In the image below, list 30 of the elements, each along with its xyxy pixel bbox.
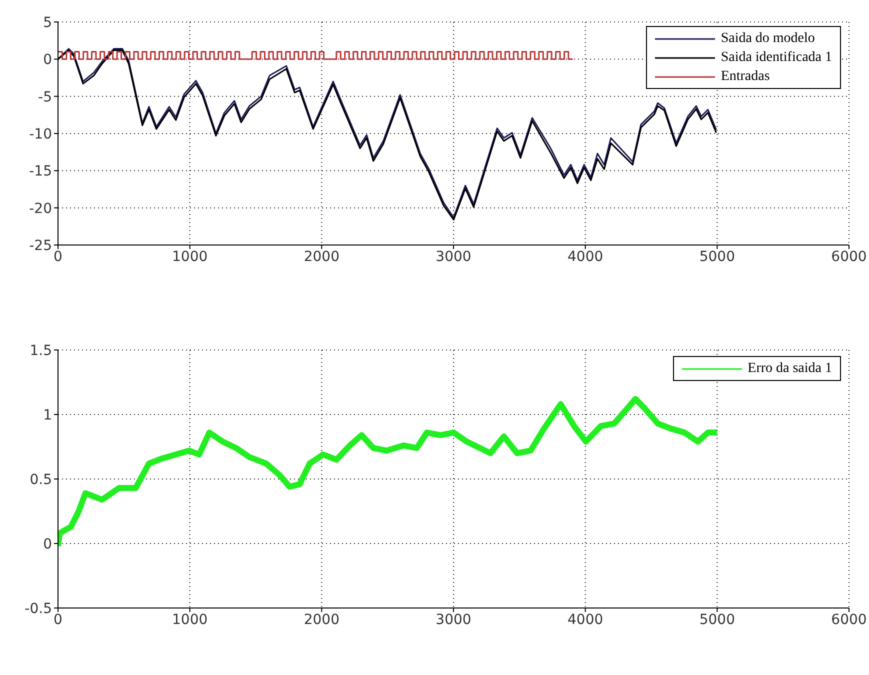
y-tick-label: 1.5 <box>30 342 52 359</box>
x-tick-label: 5000 <box>699 248 735 265</box>
y-tick-label: -10 <box>29 126 52 142</box>
x-tick-label: 1000 <box>172 612 208 628</box>
legend-label: Entradas <box>720 68 770 84</box>
x-tick-label: 0 <box>54 248 62 265</box>
legend-label: Saida identificada 1 <box>720 50 832 66</box>
y-tick-label: -15 <box>29 164 52 180</box>
x-tick-label: 1000 <box>172 248 208 265</box>
x-tick-label: 5000 <box>699 612 735 628</box>
x-tick-label: 0 <box>54 612 62 628</box>
y-tick-label: -5 <box>38 89 52 106</box>
x-tick-label: 2000 <box>304 248 340 265</box>
x-tick-label: 3000 <box>436 612 472 628</box>
y-tick-label: 0 <box>43 536 52 552</box>
x-tick-label: 4000 <box>568 248 604 265</box>
y-tick-label: 1 <box>43 407 52 424</box>
x-tick-label: 3000 <box>436 248 472 265</box>
y-tick-label: 0.5 <box>30 472 52 488</box>
x-tick-label: 6000 <box>831 612 867 628</box>
x-tick-label: 6000 <box>831 248 867 265</box>
legend-label: Saida do modelo <box>720 30 815 46</box>
legend-label: Erro da saida 1 <box>748 360 832 376</box>
y-tick-label: -25 <box>29 238 52 254</box>
x-tick-label: 2000 <box>304 612 340 628</box>
y-tick-label: -20 <box>29 200 52 217</box>
y-tick-label: -0.5 <box>24 600 52 617</box>
y-tick-label: 5 <box>43 14 52 31</box>
y-tick-label: 0 <box>43 52 52 68</box>
x-tick-label: 4000 <box>568 612 604 628</box>
